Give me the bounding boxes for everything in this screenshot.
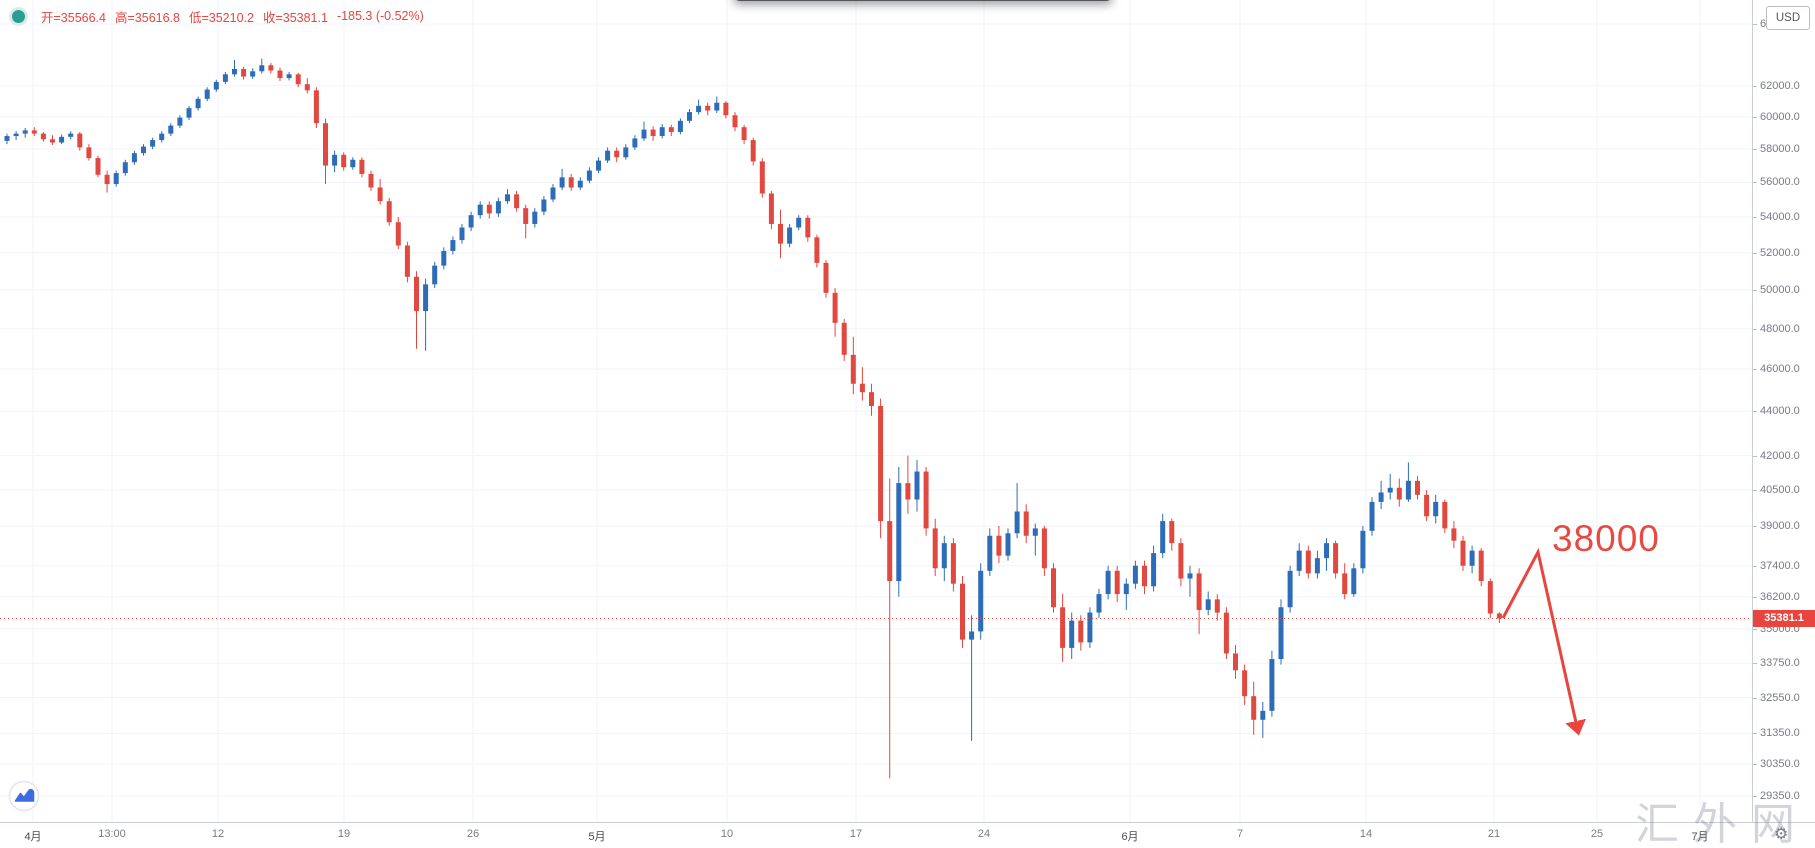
price-tick-label: 42000.0 [1760,449,1800,462]
time-tick-label: 12 [211,828,225,840]
price-tick-mark [1753,85,1757,87]
price-tick-label: 30350.0 [1760,758,1800,771]
price-tick-label: 52000.0 [1760,246,1800,259]
price-target-annotation[interactable]: 38000 [1552,518,1660,559]
price-tick-mark [1753,182,1757,184]
legend-low: 低=35210.2 [188,10,254,25]
price-tick-label: 46000.0 [1760,363,1800,376]
time-tick-label: 19 [337,828,351,840]
price-tick-mark [1753,628,1757,630]
price-tick-label: 48000.0 [1760,322,1800,335]
time-tick-label: 7月 [1691,831,1709,843]
price-tick-label: 33750.0 [1760,657,1800,670]
price-tick-label: 29350.0 [1760,789,1800,802]
price-tick-mark [1753,24,1757,25]
time-tick-label: 6月 [1121,831,1139,843]
price-axis[interactable]: 64000.062000.060000.058000.056000.054000… [1752,0,1815,822]
price-tick-mark [1753,490,1757,492]
price-tick-label: 50000.0 [1760,284,1800,296]
time-tick-label: 10 [720,828,734,840]
price-tick-mark [1753,455,1757,457]
gear-icon[interactable]: ⚙ [1774,826,1789,843]
price-tick-label: 37400.0 [1760,559,1800,572]
legend-close: 收=35381.1 [262,10,328,25]
current-price-label: 35381.1 [1753,609,1815,627]
series-marker-icon[interactable] [12,9,25,23]
price-tick-label: 62000.0 [1760,79,1800,92]
currency-badge: USD [1766,6,1810,30]
price-tick-mark [1753,116,1757,118]
price-tick-label: 32550.0 [1760,691,1800,704]
price-tick-mark [1753,290,1757,291]
price-tick-mark [1753,764,1757,766]
time-tick-label: 24 [977,828,991,840]
legend-open: 开=35566.4 [41,10,106,25]
time-tick-label: 13:00 [98,828,126,840]
time-axis[interactable]: 4月 13:00 12 19 26 5月 10 17 24 6月 7 14 21 25 7月 [0,822,1815,848]
price-tick-label: 40500.0 [1760,484,1800,497]
overlapping-window-shadow [733,0,1113,1]
price-tick-label: 60000.0 [1760,110,1800,123]
time-tick-label: 17 [849,828,863,840]
price-tick-mark [1753,149,1757,151]
time-tick-label: 7 [1236,828,1244,840]
price-tick-label: 54000.0 [1760,210,1800,223]
chart-logo-icon[interactable] [8,780,40,812]
price-tick-mark [1753,369,1757,371]
price-tick-label: 39000.0 [1760,519,1800,532]
price-tick-label: 56000.0 [1760,176,1800,189]
price-tick-label: 31350.0 [1760,727,1800,740]
price-tick-mark [1753,525,1757,527]
time-tick-label: 26 [466,828,480,840]
price-tick-mark [1753,697,1757,699]
time-tick-label: 14 [1359,828,1373,840]
price-tick-mark [1753,216,1757,218]
price-tick-mark [1753,795,1757,797]
price-tick-mark [1753,596,1757,598]
time-tick-label: 4月 [24,831,42,843]
price-tick-mark [1753,411,1757,413]
price-tick-mark [1753,663,1757,665]
price-tick-mark [1753,252,1757,254]
price-tick-label: 44000.0 [1760,405,1800,418]
price-tick-mark [1753,733,1757,735]
site-watermark: 汇外网 [1635,800,1809,848]
price-tick-label: 58000.0 [1760,143,1800,156]
legend-change: -185.3 (-0.52%) [336,9,424,23]
legend-high: 高=35616.8 [114,10,180,25]
price-tick-mark [1753,328,1757,330]
time-tick-label: 21 [1487,828,1501,840]
price-tick-label: 36200.0 [1760,590,1800,603]
time-tick-label: 5月 [588,831,606,843]
time-tick-label: 25 [1590,828,1604,840]
ohlc-legend: 开=35566.4 高=35616.8 低=35210.2 收=35381.1 … [12,6,433,26]
price-tick-mark [1753,565,1757,567]
